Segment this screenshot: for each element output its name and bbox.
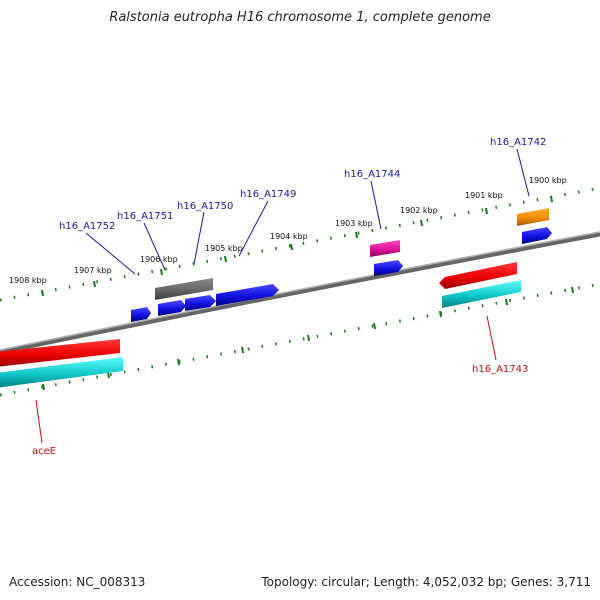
ruler-major-tick <box>550 195 553 203</box>
map-title: Ralstonia eutropha H16 chromosome 1, com… <box>109 10 491 25</box>
gene-label-acee[interactable]: aceE <box>32 446 56 457</box>
ruler-labels: 1908 kbp 1907 kbp 1906 kbp 1905 kbp 1904… <box>9 176 567 285</box>
leader-line-h16-a1743 <box>486 315 497 361</box>
gene-label-h16-a1749[interactable]: h16_A1749 <box>240 189 296 200</box>
gene-label-h16-a1750[interactable]: h16_A1750 <box>177 201 233 212</box>
lower-ruler <box>0 282 600 397</box>
ruler-label: 1901 kbp <box>465 191 503 200</box>
ruler-label: 1907 kbp <box>74 266 112 275</box>
ruler-major-tick <box>160 268 163 276</box>
ruler-major-tick <box>93 280 96 288</box>
ruler-major-tick <box>224 255 227 263</box>
leader-line-h16-a1742 <box>516 148 530 197</box>
gene-labels: h16_A1742 h16_A1744 h16_A1749 h16_A1750 … <box>32 137 546 457</box>
gene-feature-h16-a1743-cyan[interactable] <box>442 280 521 308</box>
gene-label-h16-a1742[interactable]: h16_A1742 <box>490 137 546 148</box>
gene-feature-h16-a1750[interactable] <box>158 300 186 316</box>
gene-feature-acee[interactable] <box>0 339 120 367</box>
ruler-label: 1906 kbp <box>140 255 178 264</box>
ruler-major-tick <box>505 298 508 306</box>
ruler-major-tick <box>373 322 376 330</box>
ruler-major-tick <box>439 310 442 318</box>
genome-summary-text: Topology: circular; Length: 4,052,032 bp… <box>261 575 591 589</box>
ruler-major-tick <box>420 219 423 227</box>
leader-line-h16-a1744 <box>370 180 382 230</box>
ruler-label: 1902 kbp <box>400 206 438 215</box>
leader-line-h16-a1750 <box>193 211 205 265</box>
gene-label-h16-a1752[interactable]: h16_A1752 <box>59 221 115 232</box>
gene-feature-blue-right[interactable] <box>522 227 552 244</box>
ruler-major-tick <box>307 334 310 342</box>
gene-label-h16-a1744[interactable]: h16_A1744 <box>344 169 400 180</box>
gene-label-h16-a1743[interactable]: h16_A1743 <box>472 364 528 375</box>
leader-line-h16-a1749 <box>238 200 269 257</box>
gene-feature-h16-a1743[interactable] <box>439 262 517 289</box>
ruler-major-tick <box>241 346 244 354</box>
leader-line-acee <box>35 399 43 444</box>
gene-features <box>0 208 552 388</box>
upper-ruler <box>0 186 600 302</box>
ruler-major-tick <box>177 358 180 366</box>
ruler-major-tick <box>355 231 358 239</box>
ruler-major-tick <box>571 286 574 294</box>
gene-feature-h16-a1742[interactable] <box>517 208 549 226</box>
gene-label-h16-a1751[interactable]: h16_A1751 <box>117 211 173 222</box>
genome-backbone <box>0 231 600 355</box>
ruler-major-tick <box>290 243 293 251</box>
ruler-label: 1904 kbp <box>270 232 308 241</box>
gene-feature-acee-cyan[interactable] <box>0 357 123 388</box>
leader-line-h16-a1752 <box>85 232 136 275</box>
ruler-label: 1908 kbp <box>9 276 47 285</box>
gene-feature-gray[interactable] <box>155 278 213 300</box>
ruler-label: 1900 kbp <box>529 176 567 185</box>
ruler-major-tick <box>42 383 45 391</box>
ruler-label: 1903 kbp <box>335 219 373 228</box>
genome-backbone-highlight <box>0 231 600 351</box>
label-leader-lines <box>35 148 530 444</box>
gene-feature-blue-mid[interactable] <box>374 260 403 276</box>
ruler-label: 1905 kbp <box>205 244 243 253</box>
accession-text: Accession: NC_008313 <box>9 575 146 589</box>
gene-feature-blue-small[interactable] <box>131 307 151 322</box>
gene-feature-h16-a1749b[interactable] <box>216 284 279 306</box>
gene-feature-h16-a1749a[interactable] <box>185 295 216 311</box>
ruler-major-tick <box>485 207 488 215</box>
ruler-major-tick <box>107 371 110 379</box>
gene-feature-h16-a1744[interactable] <box>370 240 400 257</box>
leader-line-h16-a1751 <box>143 222 166 271</box>
ruler-major-tick <box>41 289 44 297</box>
